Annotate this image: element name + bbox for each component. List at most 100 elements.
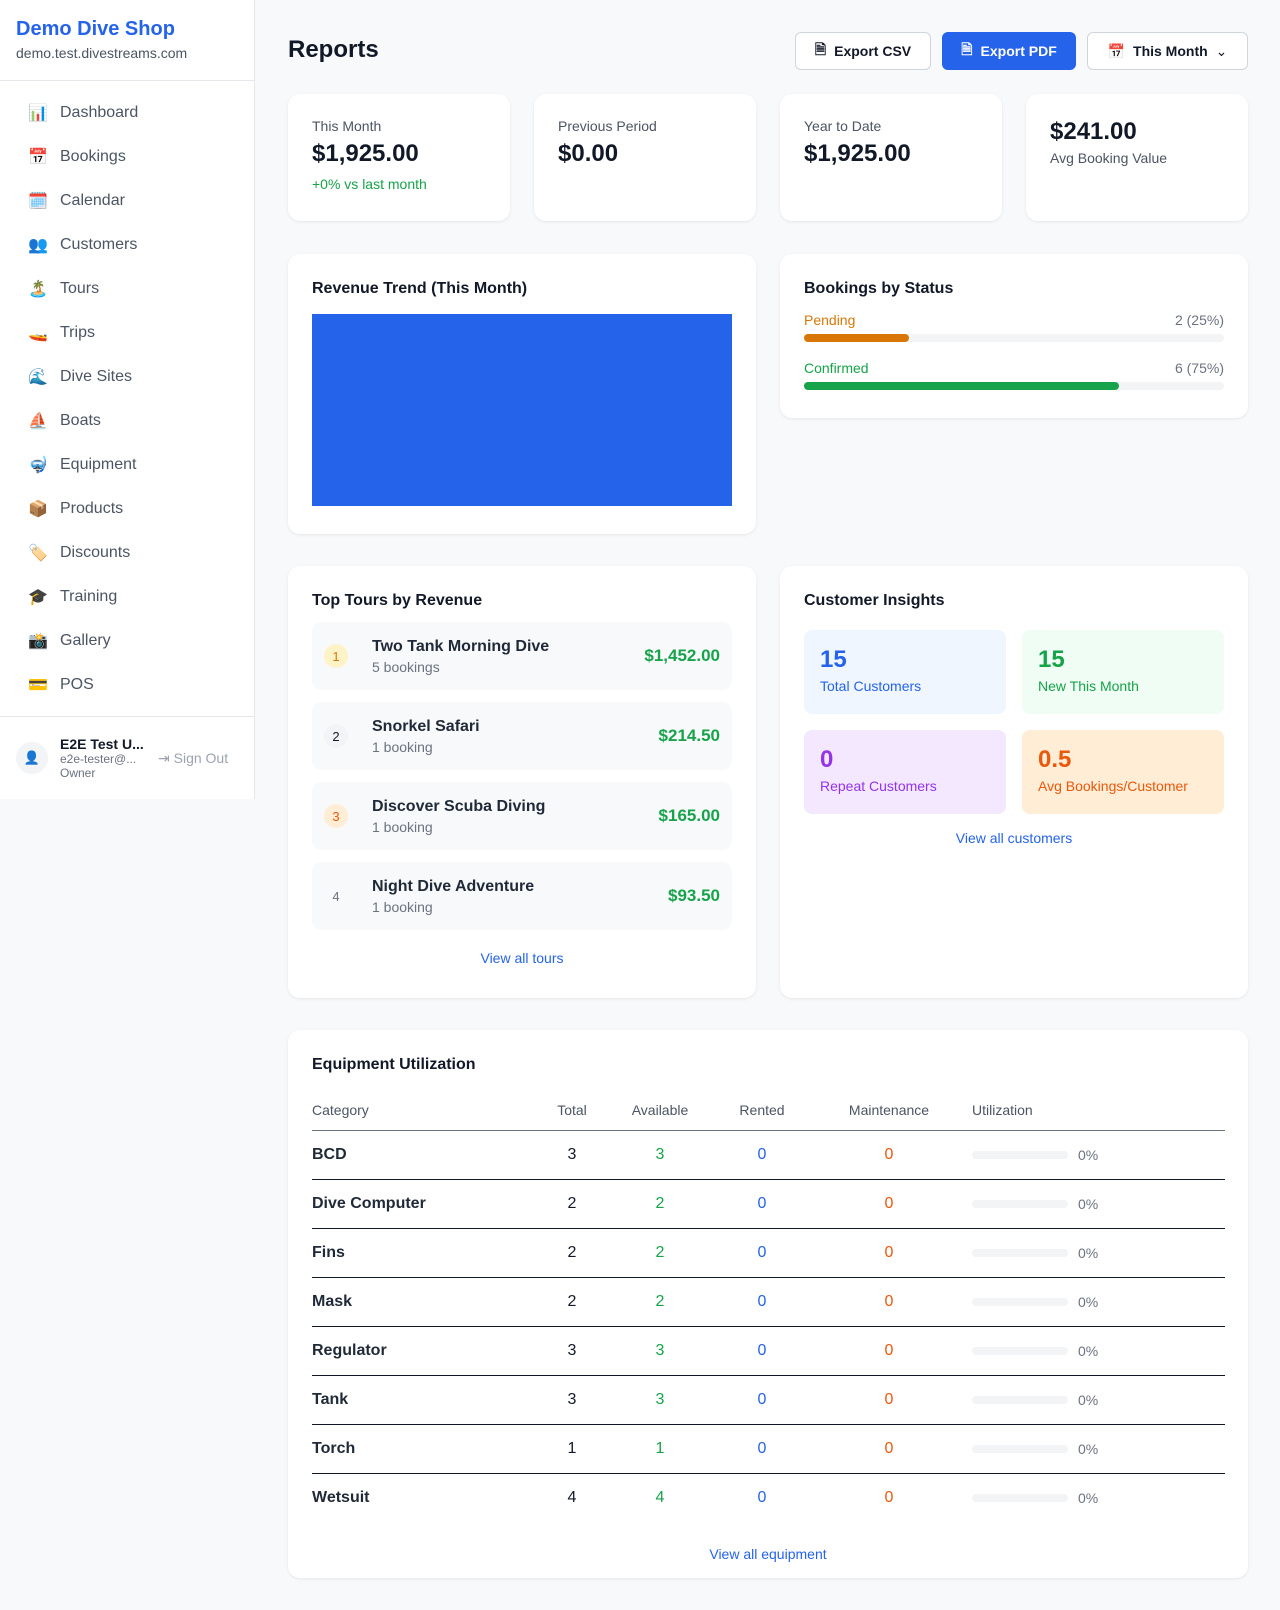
column-header: Available <box>602 1090 718 1131</box>
tour-name: Snorkel Safari <box>372 717 480 735</box>
sign-out-button[interactable]: ⇥ Sign Out <box>158 750 228 767</box>
sidebar-item-calendar[interactable]: 🗓️ Calendar <box>0 179 254 223</box>
rank-badge: 1 <box>324 644 348 668</box>
sidebar-item-bookings[interactable]: 📅 Bookings <box>0 135 254 179</box>
total-customers-tile: 15 Total Customers <box>804 630 1006 714</box>
utilization-cell: 0% <box>972 1179 1225 1229</box>
card-title: Equipment Utilization <box>312 1056 476 1073</box>
sidebar-item-label: Calendar <box>60 192 125 209</box>
discounts-icon: 🏷️ <box>28 545 48 562</box>
maintenance-cell: 0 <box>806 1375 972 1425</box>
bookings-icon: 📅 <box>28 149 48 166</box>
category-cell: Tank <box>312 1375 542 1425</box>
tour-row[interactable]: 1 Two Tank Morning Dive 5 bookings $1,452.0… <box>312 622 732 690</box>
stat-change: +0% vs last month <box>312 176 427 192</box>
status-row-confirmed: Confirmed 6 (75%) <box>804 360 1224 390</box>
file-download-icon: 🗎 <box>814 41 827 57</box>
table-row: Fins 2 2 0 0 0% <box>312 1228 1225 1278</box>
tile-label: Total Customers <box>820 678 922 694</box>
rented-cell: 0 <box>718 1277 806 1327</box>
shop-name[interactable]: Demo Dive Shop <box>16 18 175 40</box>
status-count: 6 (75%) <box>1174 360 1224 376</box>
training-icon: 🎓 <box>28 589 48 606</box>
sidebar-item-discounts[interactable]: 🏷️ Discounts <box>0 531 254 575</box>
card-title: Customer Insights <box>804 592 945 609</box>
sign-out-icon: ⇥ <box>158 749 170 766</box>
category-cell: Fins <box>312 1228 542 1278</box>
table-row: Regulator 3 3 0 0 0% <box>312 1326 1225 1376</box>
table-row: Torch 1 1 0 0 0% <box>312 1424 1225 1474</box>
tour-row[interactable]: 3 Discover Scuba Diving 1 booking $165.00 <box>312 782 732 850</box>
available-cell: 2 <box>602 1228 718 1278</box>
utilization-value: 0% <box>1078 1342 1099 1359</box>
sidebar-item-boats[interactable]: ⛵ Boats <box>0 399 254 443</box>
trips-icon: 🚤 <box>28 325 48 342</box>
user-name: E2E Test U... <box>60 736 144 752</box>
available-cell: 2 <box>602 1277 718 1327</box>
card-title: Revenue Trend (This Month) <box>312 280 528 297</box>
dashboard-icon: 📊 <box>28 105 48 122</box>
chevron-down-icon: ⌄ <box>1215 42 1228 59</box>
available-cell: 2 <box>602 1179 718 1229</box>
tours-icon: 🏝️ <box>28 281 48 298</box>
view-all-customers-link[interactable]: View all customers <box>955 830 1073 846</box>
view-all-tours-link[interactable]: View all tours <box>480 950 564 966</box>
status-label: Confirmed <box>804 360 869 376</box>
rented-cell: 0 <box>718 1326 806 1376</box>
export-csv-button[interactable]: 🗎 Export CSV <box>795 32 931 70</box>
sidebar-item-label: Training <box>60 588 118 605</box>
tour-name: Two Tank Morning Dive <box>372 637 550 655</box>
stat-label: Previous Period <box>558 118 657 134</box>
sidebar-item-training[interactable]: 🎓 Training <box>0 575 254 619</box>
utilization-bar <box>972 1297 1068 1306</box>
utilization-bar <box>972 1346 1068 1355</box>
available-cell: 3 <box>602 1326 718 1376</box>
user-panel: 👤 E2E Test U... e2e-tester@... Owner ⇥ S… <box>0 716 254 799</box>
new-this-month-tile: 15 New This Month <box>1022 630 1224 714</box>
stat-value: $1,925.00 <box>312 140 419 167</box>
total-cell: 3 <box>542 1130 602 1180</box>
rented-cell: 0 <box>757 1488 767 1506</box>
rank-badge: 2 <box>324 724 348 748</box>
sidebar-item-label: Equipment <box>60 456 137 473</box>
sidebar-item-gallery[interactable]: 📸 Gallery <box>0 619 254 663</box>
tile-value: 0.5 <box>1038 746 1072 773</box>
sidebar-item-pos[interactable]: 💳 POS <box>0 663 254 707</box>
utilization-bar <box>972 1493 1068 1502</box>
sidebar-item-products[interactable]: 📦 Products <box>0 487 254 531</box>
tile-value: 0 <box>820 746 834 773</box>
sidebar-item-dashboard[interactable]: 📊 Dashboard <box>0 91 254 135</box>
rented-cell: 0 <box>718 1228 806 1278</box>
period-select[interactable]: 📅 This Month ⌄ <box>1087 32 1248 70</box>
sidebar-item-trips[interactable]: 🚤 Trips <box>0 311 254 355</box>
maintenance-cell: 0 <box>806 1277 972 1327</box>
sidebar-item-dive-sites[interactable]: 🌊 Dive Sites <box>0 355 254 399</box>
sidebar-item-customers[interactable]: 👥 Customers <box>0 223 254 267</box>
utilization-cell: 0% <box>972 1130 1225 1180</box>
shop-url: demo.test.divestreams.com <box>16 45 188 61</box>
sidebar-item-equipment[interactable]: 🤿 Equipment <box>0 443 254 487</box>
utilization-value: 0% <box>1078 1391 1099 1408</box>
available-cell: 4 <box>655 1488 665 1506</box>
tile-value: 15 <box>1038 646 1065 673</box>
tour-row[interactable]: 2 Snorkel Safari 1 booking $214.50 <box>312 702 732 770</box>
tour-row[interactable]: 4 Night Dive Adventure 1 booking $93.50 <box>312 862 732 930</box>
total-cell: 3 <box>542 1326 602 1376</box>
sidebar-item-tours[interactable]: 🏝️ Tours <box>0 267 254 311</box>
sidebar-nav: 📊 Dashboard 📅 Bookings 🗓️ Calendar 👥 Customers 🏝… <box>0 81 254 707</box>
view-all-equipment-link[interactable]: View all equipment <box>709 1546 827 1562</box>
equipment-table: Category Total Available Rented Maintenance U… <box>312 1090 1225 1522</box>
equipment-icon: 🤿 <box>28 457 48 474</box>
revenue-chart-bar <box>312 314 732 506</box>
stat-card-previous-period: Previous Period $0.00 <box>534 94 756 221</box>
gallery-icon: 📸 <box>28 633 48 650</box>
utilization-value: 0% <box>1078 1244 1099 1261</box>
utilization-cell: 0% <box>972 1424 1225 1474</box>
status-bar-fill <box>804 334 909 342</box>
column-header: Category <box>312 1090 542 1131</box>
export-pdf-button[interactable]: 🗎 Export PDF <box>942 32 1076 70</box>
card-title: Bookings by Status <box>804 280 954 297</box>
table-row: Mask 2 2 0 0 0% <box>312 1277 1225 1327</box>
products-icon: 📦 <box>28 501 48 518</box>
category-cell: Mask <box>312 1277 542 1327</box>
